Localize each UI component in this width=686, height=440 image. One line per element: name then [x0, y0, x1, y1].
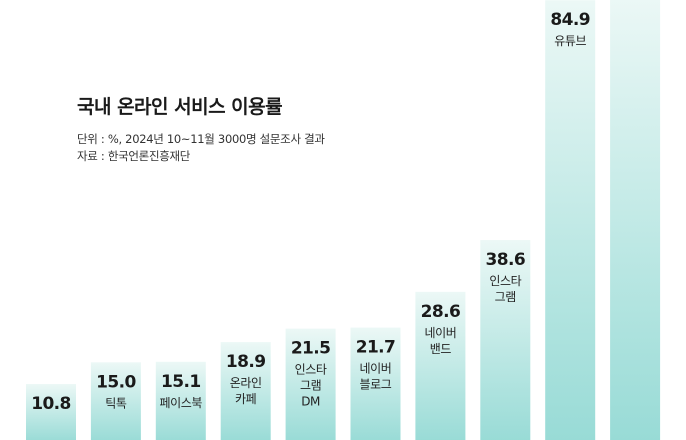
bar-4: [285, 328, 336, 440]
bar-6: [415, 291, 466, 440]
bar-8: [545, 0, 596, 440]
bar-9: [610, 0, 661, 440]
category-label-4: 인스타 그램 DM: [295, 363, 327, 409]
value-label-7: 38.6: [486, 250, 526, 270]
value-label-3: 18.9: [226, 352, 266, 372]
bar-1: [90, 362, 141, 440]
chart-title: 국내 온라인 서비스 이용률: [77, 96, 283, 118]
bar-7: [480, 240, 531, 440]
value-label-1: 15.0: [96, 372, 136, 392]
category-label-5: 네이버 블로그: [360, 362, 392, 392]
source-note: 자료 : 한국언론진흥재단: [77, 149, 191, 163]
bar-3: [220, 342, 271, 440]
category-label-1: 틱톡: [105, 396, 127, 410]
category-label-3: 온라인 카페: [230, 376, 262, 406]
value-label-0: 10.8: [31, 394, 71, 414]
value-label-4: 21.5: [291, 339, 331, 359]
category-label-7: 인스타 그램: [489, 274, 521, 304]
bar-5: [350, 327, 401, 440]
unit-note: 단위 : %, 2024년 10~11월 3000명 설문조사 결과: [77, 132, 325, 146]
bar-2: [155, 361, 206, 440]
category-label-6: 네이버 밴드: [424, 326, 456, 356]
category-label-2: 페이스북: [160, 396, 203, 410]
value-label-6: 28.6: [421, 302, 461, 322]
value-label-5: 21.7: [356, 338, 396, 358]
category-label-8: 유튜브: [554, 34, 586, 48]
value-label-8: 84.9: [550, 10, 590, 30]
bar-0: [26, 384, 76, 440]
value-label-2: 15.1: [161, 372, 201, 392]
